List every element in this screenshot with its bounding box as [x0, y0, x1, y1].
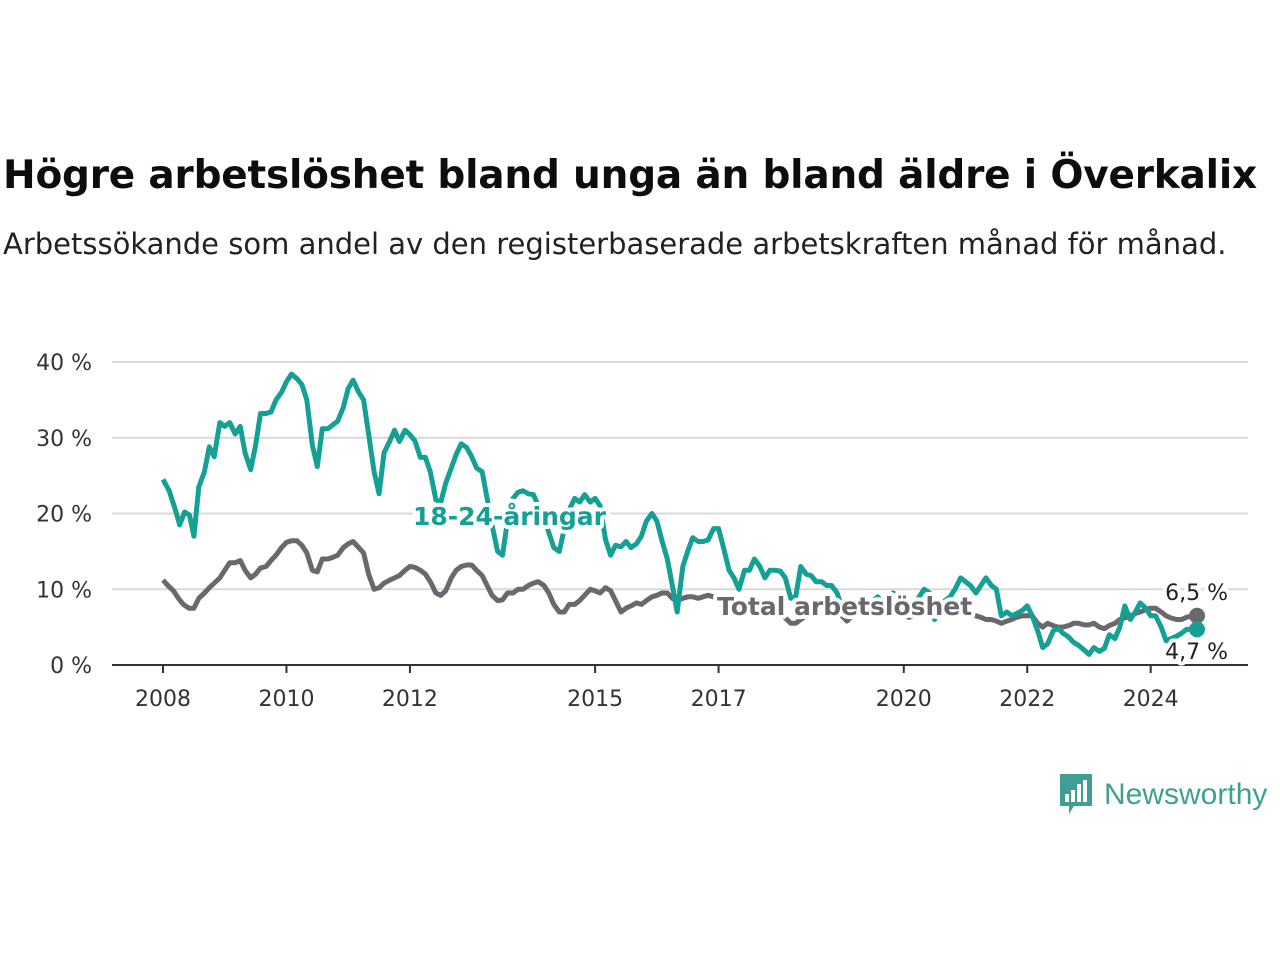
x-tick-label: 2024	[1123, 687, 1179, 712]
y-tick-label: 10 %	[36, 578, 92, 603]
brand-name: Newsworthy	[1104, 778, 1268, 811]
gridlines	[112, 361, 1248, 591]
newsworthy-logo-icon	[1060, 774, 1092, 814]
y-tick-label: 0 %	[50, 654, 92, 679]
chart-subtitle: Arbetssökande som andel av den registerb…	[3, 227, 1227, 261]
series-label-total: Total arbetslöshet	[717, 592, 972, 621]
x-tick-label: 2012	[382, 687, 438, 712]
series-line-young	[160, 371, 1197, 657]
series-label-young: 18-24-åringar	[413, 502, 607, 531]
x-tick-label: 2017	[691, 687, 747, 712]
end-label-total: 6,5 %	[1165, 581, 1228, 606]
y-tick-label: 30 %	[36, 427, 92, 452]
end-marker-total	[1189, 607, 1205, 624]
x-tick-label: 2022	[999, 687, 1055, 712]
x-tick-label: 2008	[135, 687, 191, 712]
chart-title: Högre arbetslöshet bland unga än bland ä…	[3, 153, 1257, 198]
y-tick-label: 40 %	[36, 351, 92, 376]
x-tick-label: 2010	[258, 687, 314, 712]
y-axis: 0 % 10 % 20 % 30 % 40 %	[36, 351, 92, 679]
x-tick-label: 2020	[876, 687, 932, 712]
brand: Newsworthy	[1058, 772, 1267, 818]
x-tick-label: 2015	[567, 687, 623, 712]
end-marker-young	[1189, 621, 1205, 638]
end-label-young: 4,7 %	[1165, 640, 1228, 665]
x-axis: 2008 2010 2012 2015 2017 2020 2022 2024	[112, 664, 1248, 712]
series-labels: 6,5 % 4,7 % 18-24-åringar Total arbetslöshe…	[409, 498, 1232, 669]
y-tick-label: 20 %	[36, 503, 92, 528]
series-lines	[160, 371, 1205, 657]
